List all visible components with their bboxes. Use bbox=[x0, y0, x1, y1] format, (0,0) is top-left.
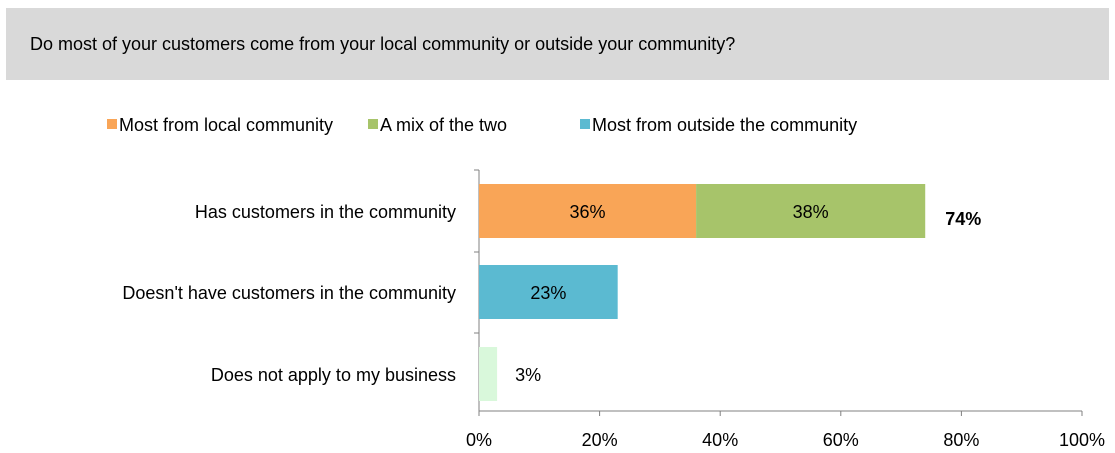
question-banner: Do most of your customers come from your… bbox=[6, 8, 1109, 80]
legend-swatch-most-from-local-community bbox=[107, 119, 117, 129]
x-tick-label-2: 40% bbox=[702, 430, 738, 450]
bar-0-series-1 bbox=[696, 184, 926, 238]
data-label-0-series-1: 38% bbox=[793, 202, 829, 222]
x-tick-label-4: 80% bbox=[943, 430, 979, 450]
category-label-1: Doesn't have customers in the community bbox=[122, 283, 456, 303]
category-label-2: Does not apply to my business bbox=[211, 365, 456, 385]
category-label-0: Has customers in the community bbox=[195, 202, 456, 222]
x-tick-label-0: 0% bbox=[466, 430, 492, 450]
data-label-0-series-0: 36% bbox=[570, 202, 606, 222]
legend-swatch-most-from-outside-the-community bbox=[580, 119, 590, 129]
bar-1-series-2 bbox=[479, 265, 618, 319]
legend-label-a-mix-of-the-two: A mix of the two bbox=[380, 115, 507, 135]
legend-swatch-a-mix-of-the-two bbox=[368, 119, 378, 129]
x-tick-label-3: 60% bbox=[823, 430, 859, 450]
x-tick-label-5: 100% bbox=[1059, 430, 1105, 450]
chart-bars: 36% 38% 74% 23% 3% bbox=[479, 184, 981, 401]
data-label-2-series-3: 3% bbox=[515, 365, 541, 385]
bar-0-series-0 bbox=[479, 184, 697, 238]
question-text: Do most of your customers come from your… bbox=[30, 33, 736, 54]
chart-category-labels: Has customers in the community Doesn't ha… bbox=[122, 202, 456, 385]
bar-2-series-3 bbox=[479, 347, 498, 401]
legend-label-most-from-outside-the-community: Most from outside the community bbox=[592, 115, 857, 135]
chart-legend: Most from local community A mix of the tw… bbox=[107, 115, 857, 135]
legend-label-most-from-local-community: Most from local community bbox=[119, 115, 333, 135]
total-label-0: 74% bbox=[945, 209, 981, 229]
x-tick-label-1: 20% bbox=[582, 430, 618, 450]
data-label-1-series-2: 23% bbox=[530, 283, 566, 303]
